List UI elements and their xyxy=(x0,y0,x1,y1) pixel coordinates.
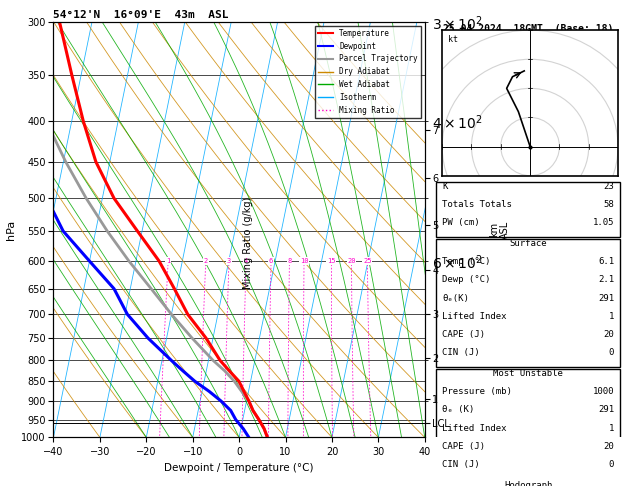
Text: K: K xyxy=(442,182,448,191)
Text: 291: 291 xyxy=(598,294,614,303)
Text: 2: 2 xyxy=(204,258,208,264)
Text: Surface: Surface xyxy=(509,239,547,248)
Text: Mixing Ratio (g/kg): Mixing Ratio (g/kg) xyxy=(243,197,253,289)
Text: 291: 291 xyxy=(598,405,614,415)
Text: 4: 4 xyxy=(244,258,248,264)
Text: 1.05: 1.05 xyxy=(593,218,614,227)
Text: 6.1: 6.1 xyxy=(598,257,614,266)
Text: θₑ (K): θₑ (K) xyxy=(442,405,474,415)
Text: 20: 20 xyxy=(347,258,356,264)
Text: 58: 58 xyxy=(603,200,614,209)
Text: 20: 20 xyxy=(603,442,614,451)
Text: Most Unstable: Most Unstable xyxy=(493,369,563,378)
Text: Lifted Index: Lifted Index xyxy=(442,312,506,321)
Bar xyxy=(437,369,620,479)
Y-axis label: km
ASL: km ASL xyxy=(489,221,510,239)
Legend: Temperature, Dewpoint, Parcel Trajectory, Dry Adiabat, Wet Adiabat, Isotherm, Mi: Temperature, Dewpoint, Parcel Trajectory… xyxy=(315,26,421,118)
Text: 0: 0 xyxy=(609,460,614,469)
Text: 3: 3 xyxy=(227,258,231,264)
Bar xyxy=(437,239,620,367)
Text: CIN (J): CIN (J) xyxy=(442,460,480,469)
Text: θₑ(K): θₑ(K) xyxy=(442,294,469,303)
Text: CIN (J): CIN (J) xyxy=(442,348,480,358)
Text: Dewp (°C): Dewp (°C) xyxy=(442,276,491,284)
Text: CAPE (J): CAPE (J) xyxy=(442,330,485,339)
Text: Lifted Index: Lifted Index xyxy=(442,424,506,433)
Text: 6: 6 xyxy=(269,258,273,264)
Text: 1000: 1000 xyxy=(593,387,614,396)
Text: 20: 20 xyxy=(603,330,614,339)
Text: 1: 1 xyxy=(609,312,614,321)
Text: Temp (°C): Temp (°C) xyxy=(442,257,491,266)
Text: Hodograph: Hodograph xyxy=(504,481,552,486)
Text: Totals Totals: Totals Totals xyxy=(442,200,512,209)
Text: 10: 10 xyxy=(300,258,308,264)
Text: 15: 15 xyxy=(327,258,336,264)
Text: 25: 25 xyxy=(363,258,372,264)
Bar xyxy=(437,481,620,486)
Text: Pressure (mb): Pressure (mb) xyxy=(442,387,512,396)
Bar xyxy=(437,182,620,237)
Text: CAPE (J): CAPE (J) xyxy=(442,442,485,451)
Text: 2.1: 2.1 xyxy=(598,276,614,284)
Text: 25.04.2024  18GMT  (Base: 18): 25.04.2024 18GMT (Base: 18) xyxy=(443,24,613,34)
Text: 0: 0 xyxy=(609,348,614,358)
Text: 1: 1 xyxy=(166,258,170,264)
Y-axis label: hPa: hPa xyxy=(6,220,16,240)
X-axis label: Dewpoint / Temperature (°C): Dewpoint / Temperature (°C) xyxy=(164,463,314,473)
Text: 8: 8 xyxy=(287,258,292,264)
Text: 1: 1 xyxy=(609,424,614,433)
Text: PW (cm): PW (cm) xyxy=(442,218,480,227)
Text: 54°12'N  16°09'E  43m  ASL: 54°12'N 16°09'E 43m ASL xyxy=(53,10,229,20)
Text: 23: 23 xyxy=(603,182,614,191)
